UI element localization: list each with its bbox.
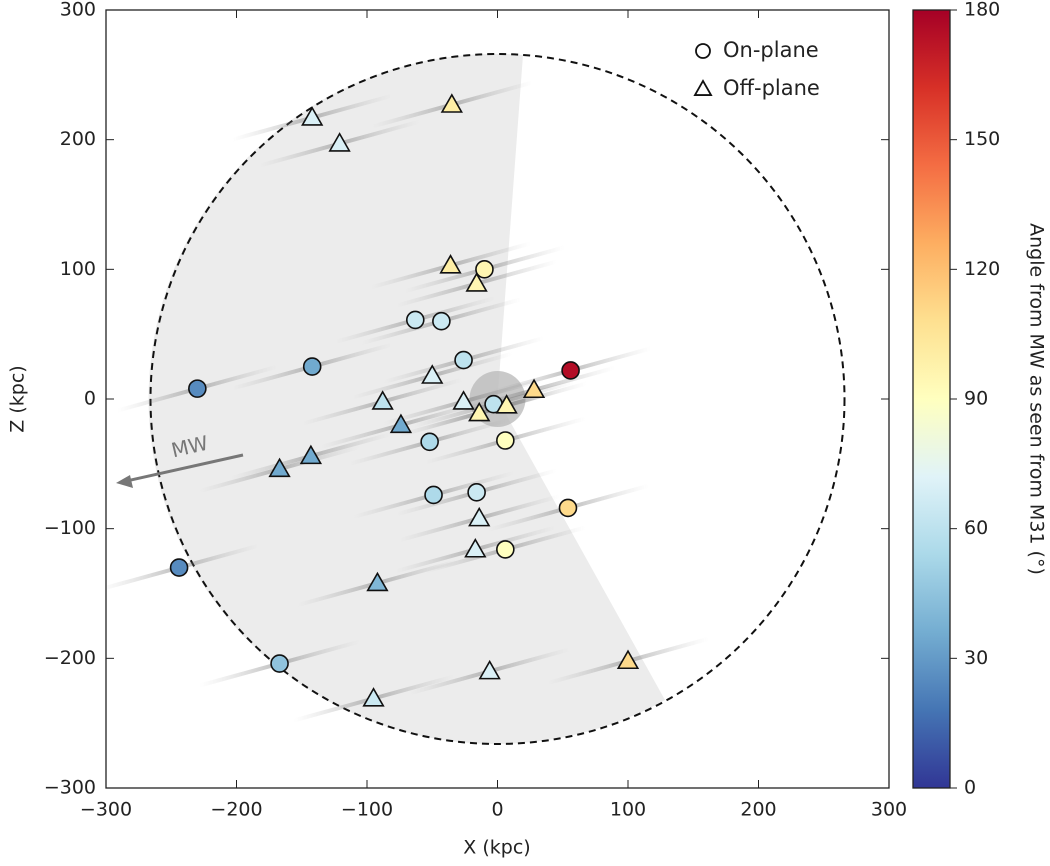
point: [475, 260, 494, 279]
point: [468, 506, 491, 527]
y-tick-label: 300: [60, 0, 96, 21]
x-tick-label: 100: [610, 799, 646, 821]
point: [270, 654, 289, 673]
y-tick-label: 200: [60, 128, 96, 150]
point: [299, 444, 323, 465]
x-tick-label: −300: [80, 799, 132, 821]
colorbar-tick-label: 90: [964, 388, 988, 410]
point: [302, 357, 322, 376]
x-tick-label: 200: [740, 799, 776, 821]
point: [522, 378, 546, 399]
point: [561, 361, 580, 380]
legend-label: Off-plane: [723, 76, 820, 100]
y-tick-label: 100: [60, 258, 96, 280]
colorbar-tick-label: 180: [964, 0, 1000, 21]
y-tick-label: 0: [84, 388, 96, 410]
point: [439, 254, 462, 274]
colorbar-tick-label: 120: [964, 258, 1000, 280]
point: [496, 431, 515, 450]
point: [616, 649, 640, 670]
y-axis-label: Z (kpc): [7, 365, 29, 432]
point: [464, 538, 487, 558]
virial-circle: [149, 53, 846, 745]
x-tick-label: −200: [210, 799, 262, 821]
colorbar-tick-label: 30: [964, 647, 988, 669]
point: [454, 350, 473, 370]
point: [452, 390, 475, 410]
point: [420, 432, 439, 452]
colorbar: [912, 9, 951, 789]
point: [169, 558, 189, 577]
point: [478, 659, 501, 680]
legend-label: On-plane: [723, 38, 819, 62]
point: [440, 93, 463, 113]
legend-marker: [693, 79, 713, 96]
point: [328, 132, 351, 152]
point: [268, 457, 291, 478]
colorbar-label: Angle from MW as seen from M31 (°): [1026, 223, 1048, 575]
legend-marker: [695, 43, 711, 59]
point: [432, 311, 451, 331]
point: [362, 687, 385, 707]
x-axis-label: X (kpc): [463, 837, 530, 859]
point: [405, 310, 425, 330]
point: [421, 364, 444, 384]
point: [495, 394, 518, 414]
point: [389, 413, 413, 434]
point: [467, 483, 486, 502]
y-tick-label: −100: [44, 517, 96, 539]
point: [468, 401, 491, 422]
y-tick-label: −200: [44, 647, 96, 669]
point: [188, 379, 207, 398]
colorbar-tick-label: 0: [964, 777, 976, 799]
colorbar-tick-label: 60: [964, 517, 988, 539]
point: [558, 498, 578, 518]
point: [366, 571, 389, 592]
point: [424, 485, 443, 505]
point: [301, 106, 324, 126]
point: [496, 540, 515, 559]
x-tick-label: 0: [491, 799, 503, 821]
x-tick-label: 300: [871, 799, 907, 821]
point: [371, 390, 394, 410]
x-tick-label: −100: [341, 799, 393, 821]
y-tick-label: −300: [44, 777, 96, 799]
point: [465, 272, 488, 292]
mw-arrowhead: [116, 475, 133, 488]
field-wedge: [148, 53, 665, 744]
colorbar-tick-label: 150: [964, 128, 1000, 150]
mw-arrow: [121, 453, 244, 484]
